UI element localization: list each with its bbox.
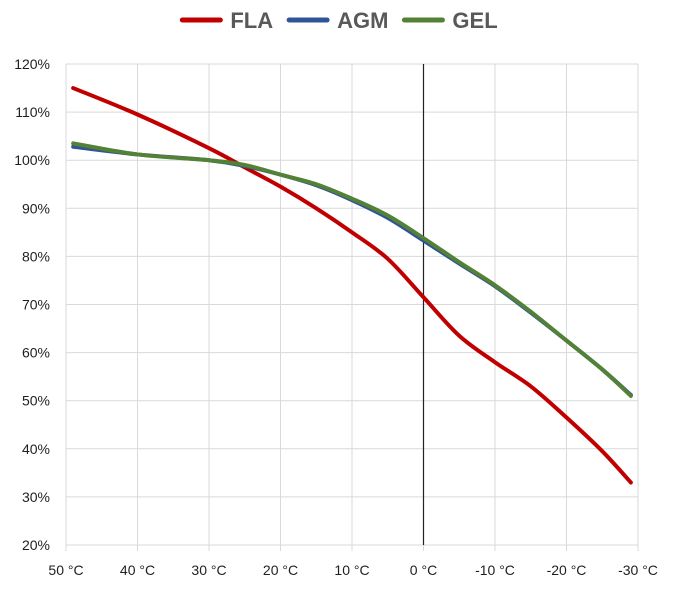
x-tick-label: 10 °C xyxy=(334,562,369,578)
y-tick-label: 80% xyxy=(22,248,50,264)
series-line-fla xyxy=(71,86,633,485)
legend: FLA AGM GEL xyxy=(179,8,498,33)
y-tick-label: 100% xyxy=(14,152,50,168)
grid xyxy=(65,63,639,546)
y-tick-label: 120% xyxy=(14,56,50,72)
x-tick-label: 0 °C xyxy=(410,562,437,578)
y-tick-label: 50% xyxy=(22,393,50,409)
y-tick-label: 60% xyxy=(22,345,50,361)
x-tick-label: -30 °C xyxy=(618,562,658,578)
legend-label-fla: FLA xyxy=(230,8,273,33)
x-tick-label: 30 °C xyxy=(191,562,226,578)
legend-label-gel: GEL xyxy=(452,8,497,33)
x-tick-label: 50 °C xyxy=(48,562,83,578)
y-tick-label: 110% xyxy=(15,104,50,120)
x-axis-ticks: 50 °C 40 °C 30 °C 20 °C 10 °C 0 °C -10 °C -20 °… xyxy=(48,545,658,578)
x-tick-label: 20 °C xyxy=(263,562,298,578)
y-axis-ticks: 20% 30% 40% 50% 60% 70% 80% 90% 100% 110% 120% xyxy=(14,56,50,553)
x-tick-label: 40 °C xyxy=(120,562,155,578)
y-tick-label: 40% xyxy=(22,441,50,457)
y-tick-label: 20% xyxy=(22,537,50,553)
y-tick-label: 90% xyxy=(22,200,50,216)
y-tick-label: 30% xyxy=(22,489,50,505)
y-tick-label: 70% xyxy=(22,297,50,313)
series-line-gel xyxy=(71,141,633,398)
x-tick-label: -10 °C xyxy=(475,562,515,578)
legend-label-agm: AGM xyxy=(337,8,388,33)
x-tick-label: -20 °C xyxy=(547,562,587,578)
series-lines xyxy=(71,86,633,485)
